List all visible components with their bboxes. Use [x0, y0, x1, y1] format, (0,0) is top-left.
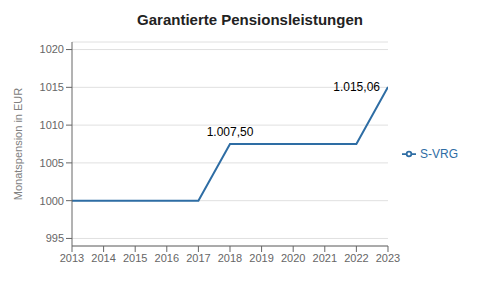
svg-text:2014: 2014	[91, 252, 115, 264]
svg-text:2022: 2022	[344, 252, 368, 264]
svg-text:1000: 1000	[40, 195, 64, 207]
svg-text:1.007,50: 1.007,50	[207, 125, 254, 139]
svg-text:2019: 2019	[249, 252, 273, 264]
svg-text:995: 995	[46, 232, 64, 244]
svg-text:1015: 1015	[40, 81, 64, 93]
svg-text:2013: 2013	[60, 252, 84, 264]
svg-text:1020: 1020	[40, 43, 64, 55]
svg-text:1010: 1010	[40, 119, 64, 131]
svg-text:Monatspension in EUR: Monatspension in EUR	[12, 88, 24, 201]
svg-text:2021: 2021	[313, 252, 337, 264]
svg-text:1.015,06: 1.015,06	[333, 80, 380, 94]
html-text:S-VRG: S-VRG	[420, 146, 458, 161]
svg-text:2023: 2023	[376, 252, 400, 264]
svg-text:2020: 2020	[281, 252, 305, 264]
svg-text:2016: 2016	[155, 252, 179, 264]
html-text:Garantierte Pensionsleistungen: Garantierte Pensionsleistungen	[137, 11, 363, 28]
svg-text:2018: 2018	[218, 252, 242, 264]
svg-text:2017: 2017	[186, 252, 210, 264]
svg-text:1005: 1005	[40, 157, 64, 169]
svg-text:2015: 2015	[123, 252, 147, 264]
